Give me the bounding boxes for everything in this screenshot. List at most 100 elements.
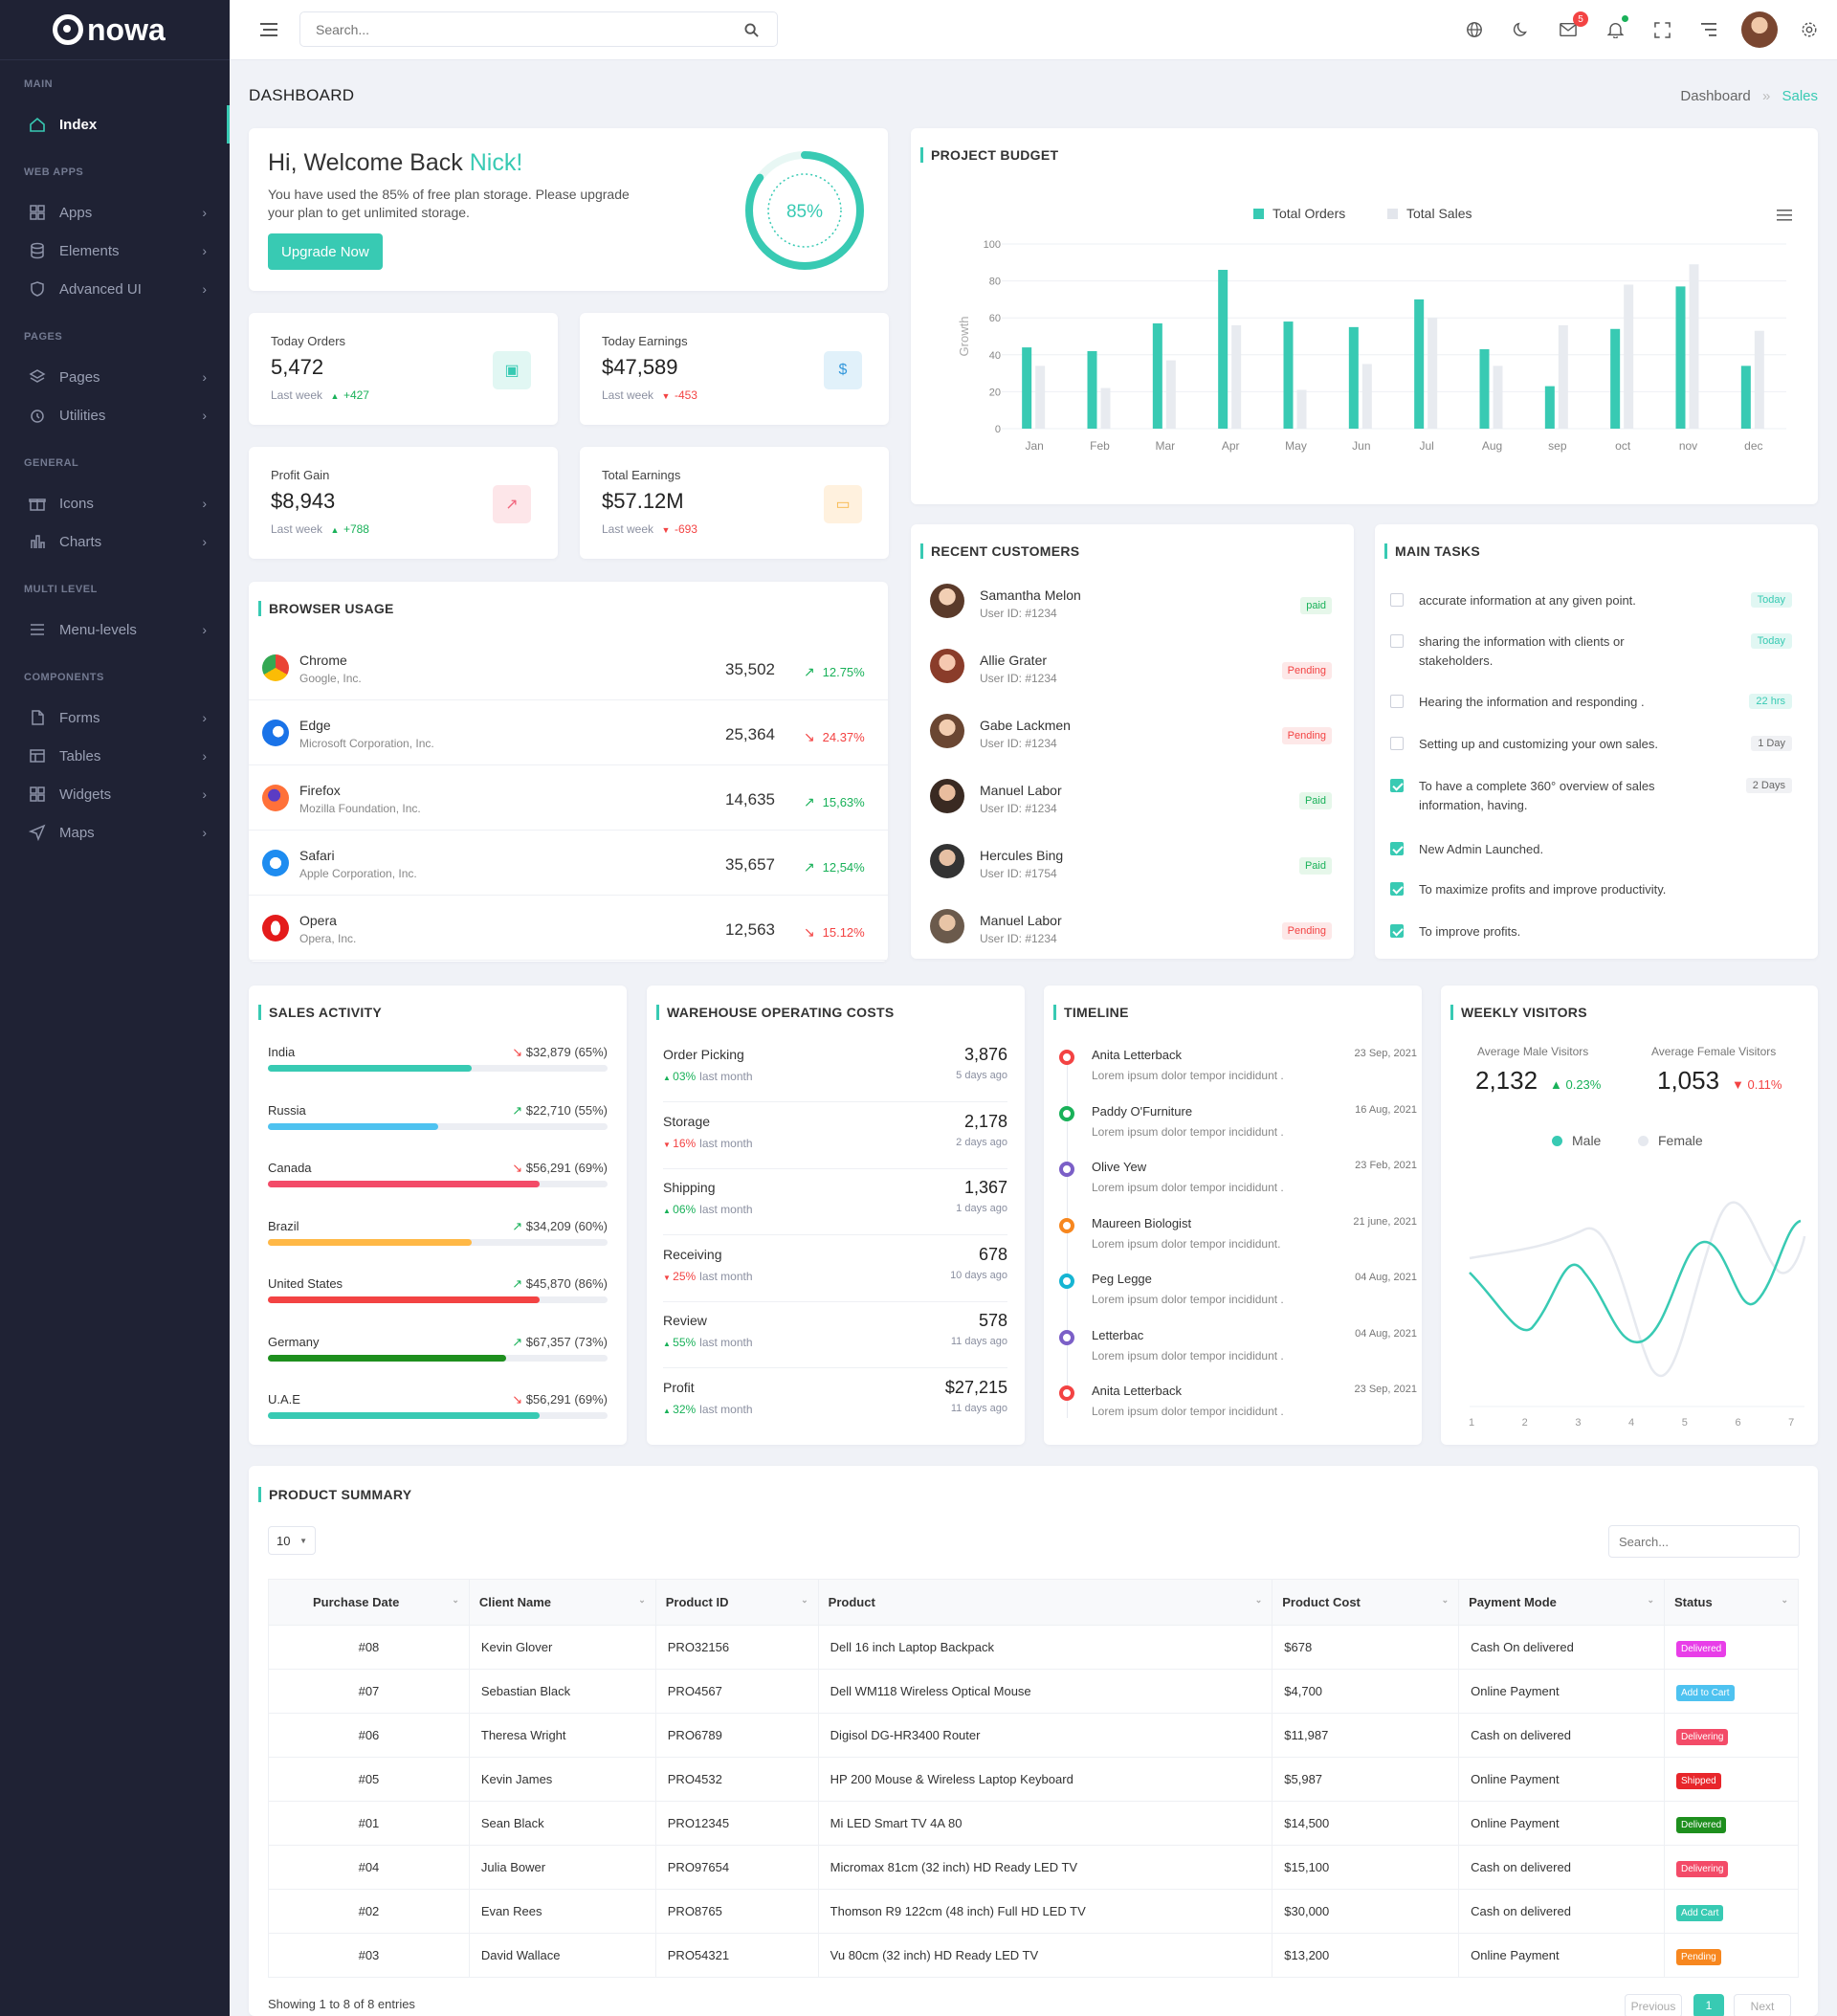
timeline-item: Letterbac 04 Aug, 2021 Lorem ipsum dolor t… <box>1053 1324 1417 1380</box>
customer-row[interactable]: Manuel Labor User ID: #1234 Paid <box>911 765 1351 831</box>
task-checkbox[interactable] <box>1390 779 1404 792</box>
table-row: #05 Kevin James PRO4532 HP 200 Mouse & Wire… <box>268 1757 1799 1802</box>
header-search-input[interactable] <box>300 12 721 46</box>
globe-icon[interactable] <box>1464 19 1485 40</box>
customer-row[interactable]: Manuel Labor User ID: #1234 Pending <box>911 896 1351 961</box>
timeline-item: Peg Legge 04 Aug, 2021 Lorem ipsum dolor t… <box>1053 1268 1417 1323</box>
browser-company: Opera, Inc. <box>299 932 357 945</box>
stat-period: Last week <box>271 522 323 536</box>
table-cell-payment: Cash on delivered <box>1458 1889 1665 1934</box>
right-sidebar-toggle-icon[interactable] <box>1698 19 1719 40</box>
pagination-next[interactable]: Next <box>1734 1994 1791 2016</box>
column-header[interactable]: Product Cost ⌄ <box>1272 1579 1460 1626</box>
sidebar-item-index[interactable]: Index <box>0 105 230 144</box>
moon-icon[interactable] <box>1511 19 1532 40</box>
bar-total-orders-sep <box>1544 386 1555 429</box>
sidebar-item-utilities[interactable]: Utilities › <box>0 396 230 434</box>
sales-progress-fill <box>268 1238 472 1246</box>
breadcrumb-item-dashboard[interactable]: Dashboard <box>1680 88 1751 104</box>
customer-row[interactable]: Allie Grater User ID: #1234 Pending <box>911 635 1351 700</box>
column-header[interactable]: Product ID ⌄ <box>654 1579 819 1626</box>
upgrade-now-button[interactable]: Upgrade Now <box>268 233 383 270</box>
task-checkbox[interactable] <box>1390 924 1404 938</box>
task-badge: 22 hrs <box>1749 694 1792 709</box>
trending-down-icon: ↘ <box>512 1045 526 1059</box>
warehouse-item-change: ▲ 03% last month <box>663 1070 753 1083</box>
warehouse-change-suffix: last month <box>699 1336 753 1349</box>
table-row: #04 Julia Bower PRO97654 Micromax 81cm (32 … <box>268 1845 1799 1890</box>
search-icon[interactable] <box>741 19 762 40</box>
column-header-label: Payment Mode <box>1469 1595 1557 1609</box>
gear-icon[interactable] <box>1799 19 1820 40</box>
sidebar-item-charts[interactable]: Charts › <box>0 522 230 561</box>
pagination-previous[interactable]: Previous <box>1625 1994 1682 2016</box>
bar-total-sales-jun <box>1361 364 1372 429</box>
sidebar-item-maps[interactable]: Maps › <box>0 813 230 852</box>
brand-logo[interactable]: nowa <box>0 0 230 60</box>
legend-female[interactable]: Female <box>1638 1133 1703 1148</box>
warehouse-item-value: 1,367 <box>963 1178 1007 1197</box>
task-checkbox[interactable] <box>1390 634 1404 648</box>
task-checkbox[interactable] <box>1390 737 1404 750</box>
task-checkbox[interactable] <box>1390 842 1404 855</box>
customer-name: Allie Grater <box>980 653 1048 668</box>
task-checkbox[interactable] <box>1390 882 1404 896</box>
sidebar-item-elements[interactable]: Elements › <box>0 232 230 270</box>
column-header[interactable]: Payment Mode ⌄ <box>1458 1579 1665 1626</box>
table-cell-date: #07 <box>268 1669 470 1714</box>
column-header[interactable]: Purchase Date ⌄ <box>268 1579 470 1626</box>
customer-name: Manuel Labor <box>980 913 1062 928</box>
stat-value: 5,472 <box>271 355 324 379</box>
sidebar-section-title: MAIN <box>24 78 54 90</box>
column-header[interactable]: Product ⌄ <box>817 1579 1273 1626</box>
sales-value-text: $32,879 (65%) <box>525 1045 608 1059</box>
avatar <box>930 584 964 618</box>
sort-icon: ⌄ <box>801 1595 808 1605</box>
sidebar-item-apps[interactable]: Apps › <box>0 193 230 232</box>
table-cell-payment: Cash on delivered <box>1458 1845 1665 1890</box>
y-tick-label: 0 <box>995 424 1001 435</box>
task-checkbox[interactable] <box>1390 593 1404 607</box>
sidebar-item-label: Widgets <box>59 786 112 803</box>
y-tick-label: 100 <box>984 239 1001 251</box>
customer-row[interactable]: Hercules Bing User ID: #1754 Paid <box>911 831 1351 896</box>
sidebar-item-advanced-ui[interactable]: Advanced UI › <box>0 270 230 308</box>
warehouse-change-suffix: last month <box>699 1136 753 1150</box>
column-header[interactable]: Client Name ⌄ <box>468 1579 656 1626</box>
sidebar-item-tables[interactable]: Tables › <box>0 737 230 775</box>
task-checkbox[interactable] <box>1390 695 1404 708</box>
browser-value: 35,657 <box>725 855 775 874</box>
browser-value: 35,502 <box>725 660 775 678</box>
pagination-page-1[interactable]: 1 <box>1693 1994 1724 2016</box>
customer-row[interactable]: Samantha Melon User ID: #1234 paid <box>911 570 1351 635</box>
weekly-visitors-chart: 1 2 3 4 5 6 7 <box>1469 1201 1806 1429</box>
table-search-input[interactable] <box>1608 1525 1800 1558</box>
warehouse-item-time: 2 days ago <box>956 1136 1007 1148</box>
sidebar-item-forms[interactable]: Forms › <box>0 698 230 737</box>
sidebar-item-widgets[interactable]: Widgets › <box>0 775 230 813</box>
customer-row[interactable]: Gabe Lackmen User ID: #1234 Pending <box>911 700 1351 765</box>
sidebar-item-icons[interactable]: Icons › <box>0 484 230 522</box>
fullscreen-icon[interactable] <box>1651 19 1672 40</box>
sidebar-item-menu-levels[interactable]: Menu-levels › <box>0 610 230 649</box>
hamburger-menu-icon[interactable] <box>258 19 279 40</box>
page-size-select[interactable]: 10 ▼ <box>268 1526 316 1555</box>
timeline-dot <box>1059 1162 1074 1177</box>
stat-subtext: Last week ▲ +788 <box>271 522 369 536</box>
task-badge: Today <box>1750 592 1792 608</box>
column-header[interactable]: Status ⌄ <box>1664 1579 1799 1626</box>
user-avatar[interactable] <box>1741 11 1778 48</box>
legend-male[interactable]: Male <box>1552 1133 1601 1148</box>
browser-value: 25,364 <box>725 725 775 743</box>
mail-icon[interactable]: 5 <box>1558 11 1588 40</box>
chart-menu-icon[interactable] <box>1774 205 1795 226</box>
sidebar-item-label: Elements <box>59 242 120 259</box>
main-tasks-title: MAIN TASKS <box>1384 543 1480 559</box>
browser-row: Edge Microsoft Corporation, Inc. 25,364 ↘ 2… <box>249 700 888 765</box>
sidebar-item-pages[interactable]: Pages › <box>0 358 230 396</box>
browser-pct-value: 15.12% <box>822 925 865 940</box>
browser-usage-card: BROWSER USAGE Chrome Google, Inc. 35,502 ↗ … <box>249 582 888 962</box>
column-header-label: Client Name <box>478 1595 552 1609</box>
bell-icon[interactable] <box>1605 15 1628 40</box>
table-cell-cost: $13,200 <box>1272 1933 1460 1978</box>
